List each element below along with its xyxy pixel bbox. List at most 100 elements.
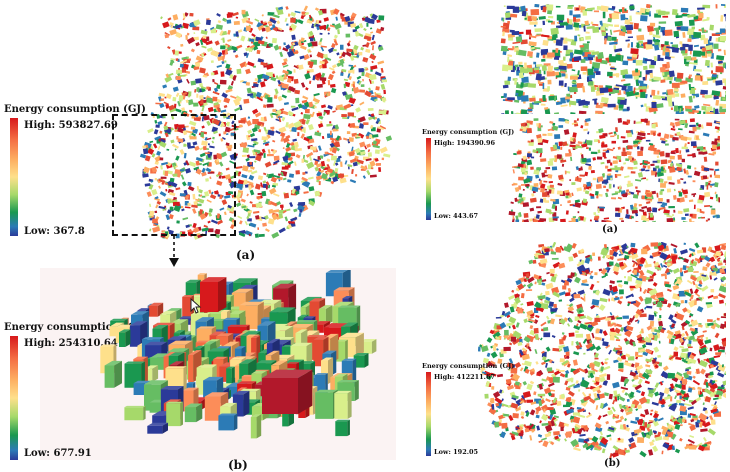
building <box>247 144 255 148</box>
building-3d <box>364 353 369 368</box>
building <box>223 131 227 135</box>
building <box>680 332 686 338</box>
building-3d <box>110 318 128 321</box>
building <box>635 68 639 73</box>
building <box>199 94 204 100</box>
building <box>180 59 188 64</box>
building <box>528 286 531 289</box>
building <box>371 34 375 41</box>
building <box>549 408 557 416</box>
building <box>371 13 378 21</box>
building <box>582 71 587 75</box>
building <box>308 30 314 36</box>
building <box>720 244 726 251</box>
building <box>299 55 305 60</box>
building <box>542 6 547 13</box>
building <box>308 80 312 84</box>
building <box>529 325 534 330</box>
building <box>626 151 632 156</box>
building <box>546 52 555 58</box>
building <box>316 19 320 25</box>
building <box>286 69 293 75</box>
building <box>182 13 186 19</box>
building <box>248 185 252 190</box>
building <box>496 348 499 351</box>
building <box>668 70 675 78</box>
building <box>685 169 689 175</box>
building <box>690 141 697 147</box>
building <box>633 75 639 80</box>
building <box>691 57 697 61</box>
building <box>526 282 534 289</box>
building <box>354 25 360 30</box>
building <box>271 37 278 44</box>
building <box>222 37 225 43</box>
building <box>371 45 375 51</box>
building <box>154 160 159 165</box>
building <box>372 134 379 138</box>
building-3d <box>269 307 296 313</box>
building <box>523 178 531 184</box>
building <box>554 96 557 102</box>
building <box>627 192 631 195</box>
building <box>585 163 592 167</box>
building <box>591 435 599 443</box>
building <box>586 77 590 82</box>
building <box>552 33 558 39</box>
building <box>291 141 295 146</box>
building <box>717 48 722 52</box>
building <box>297 19 304 25</box>
building <box>540 187 545 193</box>
building <box>543 358 550 363</box>
building <box>548 15 554 19</box>
building <box>607 173 612 176</box>
building-3d <box>144 380 168 385</box>
building <box>565 210 569 215</box>
building-3d <box>231 288 254 293</box>
building <box>616 134 620 140</box>
building <box>220 71 225 77</box>
building <box>206 162 209 166</box>
building <box>214 40 220 46</box>
building <box>526 399 534 403</box>
building <box>640 178 643 181</box>
building <box>184 195 190 200</box>
building <box>670 396 673 402</box>
building <box>638 86 647 90</box>
building <box>212 136 215 140</box>
building <box>215 153 223 160</box>
building <box>301 158 305 163</box>
building <box>706 184 709 190</box>
building <box>532 259 537 264</box>
building <box>346 131 351 135</box>
building <box>649 412 653 416</box>
building <box>574 35 578 42</box>
building <box>676 131 681 136</box>
building <box>702 175 708 180</box>
building <box>315 175 323 181</box>
building <box>262 141 270 145</box>
building <box>188 133 193 138</box>
building <box>246 87 252 94</box>
building <box>323 53 328 59</box>
building <box>533 391 537 396</box>
building <box>524 17 527 20</box>
building <box>303 128 306 134</box>
building <box>626 106 630 111</box>
building <box>277 173 281 176</box>
building <box>592 380 597 384</box>
building <box>574 123 579 127</box>
building <box>594 84 599 88</box>
building <box>300 45 307 50</box>
building <box>201 227 209 232</box>
building <box>564 120 570 124</box>
building <box>668 181 675 185</box>
building <box>538 255 545 259</box>
building <box>319 155 324 159</box>
building <box>502 51 507 56</box>
building-3d <box>184 407 197 423</box>
building <box>722 379 726 386</box>
building-3d <box>150 353 172 358</box>
building <box>522 390 532 399</box>
building <box>250 170 258 175</box>
